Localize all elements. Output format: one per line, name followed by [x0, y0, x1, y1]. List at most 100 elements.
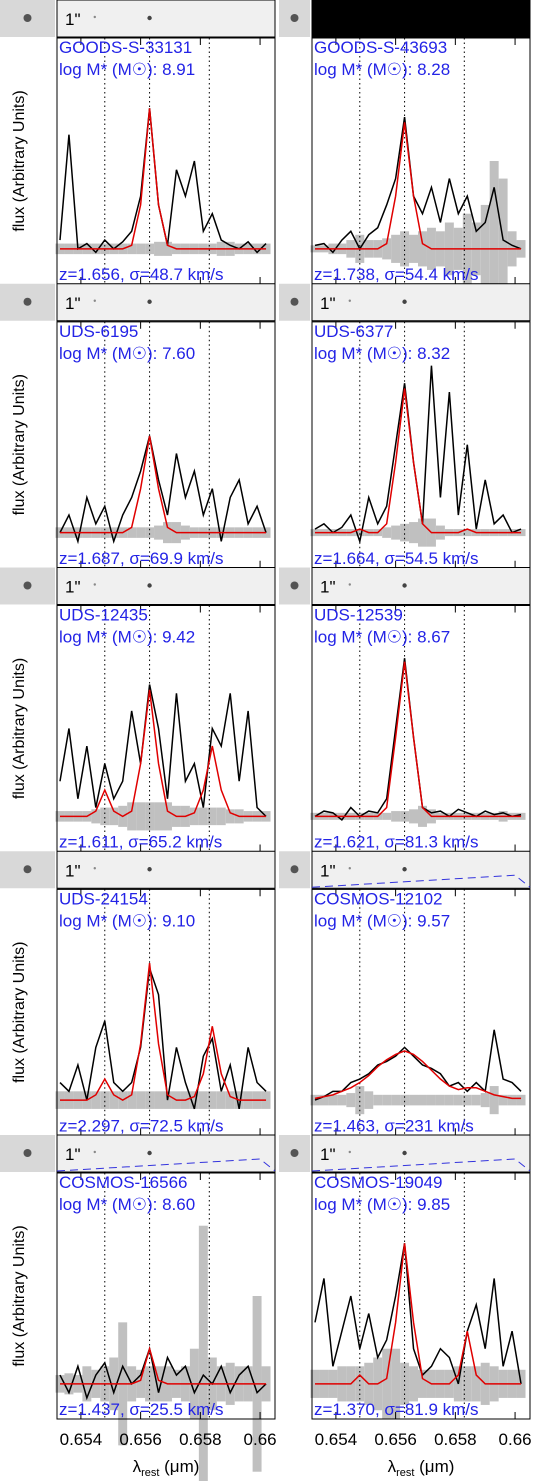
thumb-dot	[93, 1150, 96, 1154]
thumb-source	[290, 297, 299, 306]
panel-mass: log M* (M☉): 8.91	[59, 60, 195, 79]
error-band	[145, 243, 155, 255]
error-band	[337, 1094, 347, 1106]
error-band	[310, 529, 320, 537]
thumb-strip	[311, 0, 531, 38]
error-band	[163, 802, 172, 831]
error-band	[310, 245, 320, 253]
thumb-dot	[402, 299, 407, 304]
scale-label: 1"	[65, 1145, 81, 1164]
error-band	[261, 1091, 271, 1109]
error-band	[207, 1091, 217, 1109]
panel-annotation: z=1.656, σ=48.7 km/s	[59, 265, 224, 284]
error-band	[489, 1086, 499, 1115]
panel-annotation: z=1.687, σ=69.9 km/s	[59, 549, 224, 568]
y-axis-label: flux (Arbitrary Units)	[11, 90, 28, 231]
error-band	[516, 812, 526, 820]
error-band	[400, 1094, 410, 1106]
spectrum-line	[59, 968, 267, 1110]
error-band	[471, 1366, 481, 1402]
error-band	[418, 518, 427, 547]
thumb-dot	[93, 867, 96, 870]
error-band	[400, 523, 410, 542]
scale-label: 1"	[320, 861, 336, 880]
x-tick-label: 0.654	[315, 1430, 358, 1449]
thumb-source	[23, 14, 32, 22]
thumb-dot	[348, 1150, 351, 1154]
error-band	[391, 811, 401, 822]
error-band	[154, 802, 164, 831]
panel-mass: log M* (M☉): 8.32	[314, 344, 450, 363]
spectrum-line	[59, 1345, 267, 1401]
error-band	[136, 243, 146, 255]
error-band	[462, 529, 472, 537]
error-band	[480, 1093, 490, 1108]
panel-mass: log M* (M☉): 9.57	[314, 911, 450, 930]
error-band	[355, 529, 365, 537]
error-band	[382, 238, 392, 260]
error-band	[154, 1091, 164, 1109]
slit-outline	[311, 874, 531, 888]
panel-mass: log M* (M☉): 8.60	[59, 1195, 195, 1214]
thumb-source	[23, 297, 32, 306]
error-band	[462, 1094, 472, 1106]
error-band	[409, 809, 419, 824]
thumb-dot	[93, 299, 96, 302]
x-tick-label: 0.654	[60, 1430, 103, 1449]
error-band	[364, 1091, 374, 1109]
scale-label: 1"	[65, 578, 81, 597]
thumb-dot	[348, 299, 351, 302]
thumb-source	[290, 1149, 299, 1157]
panel-mass: log M* (M☉): 9.85	[314, 1195, 450, 1214]
panel-title: COSMOS-16566	[59, 1173, 188, 1192]
error-band	[154, 1366, 164, 1402]
error-band	[261, 1366, 271, 1402]
x-tick-label: 0.66	[244, 1430, 277, 1449]
error-band	[409, 234, 419, 263]
thumb-source	[290, 865, 299, 874]
scale-label: 1"	[320, 578, 336, 597]
error-band	[216, 1091, 226, 1109]
panel-annotation: z=1.611, σ=65.2 km/s	[59, 833, 222, 852]
error-band	[198, 1091, 208, 1109]
error-band	[382, 527, 392, 538]
error-band	[216, 807, 226, 826]
slit-outline	[311, 1158, 531, 1172]
error-band	[91, 809, 101, 824]
error-band	[310, 1094, 320, 1106]
thumb-dot	[147, 15, 152, 21]
error-band	[418, 805, 427, 827]
error-band	[355, 1366, 365, 1402]
panel-annotation: z=1.664, σ=54.5 km/s	[314, 549, 479, 568]
x-axis-label: λrest (μm)	[133, 1457, 200, 1479]
error-band	[400, 811, 410, 822]
thumb-strip	[56, 283, 276, 322]
thumb-dot	[402, 583, 407, 588]
spectrum-line	[314, 116, 522, 254]
error-band	[127, 527, 137, 538]
panel-title: GOODS-S-33131	[59, 38, 192, 57]
error-band	[136, 527, 146, 538]
panel-title: UDS-12539	[314, 606, 403, 625]
error-band	[109, 807, 119, 826]
panel-title: COSMOS-19049	[314, 1173, 443, 1192]
y-axis-label: flux (Arbitrary Units)	[11, 942, 28, 1083]
x-axis-label: λrest (μm)	[388, 1457, 455, 1479]
error-band	[55, 243, 65, 255]
error-band	[136, 1091, 146, 1109]
thumb-source	[23, 865, 32, 874]
x-axis-label-part: (μm)	[414, 1457, 454, 1476]
thumb-dot	[348, 583, 351, 586]
error-band	[391, 1094, 401, 1106]
error-band	[516, 529, 526, 537]
error-band	[400, 231, 410, 267]
error-band	[207, 807, 217, 826]
error-band	[382, 1348, 392, 1419]
panel-title: UDS-24154	[59, 889, 148, 908]
panel-title: GOODS-S-43693	[314, 38, 447, 57]
thumb-dot	[147, 299, 152, 304]
error-band	[55, 811, 65, 822]
x-tick-label: 0.658	[434, 1430, 477, 1449]
x-axis-label-sub: rest	[396, 1467, 414, 1479]
error-band	[127, 1091, 137, 1109]
